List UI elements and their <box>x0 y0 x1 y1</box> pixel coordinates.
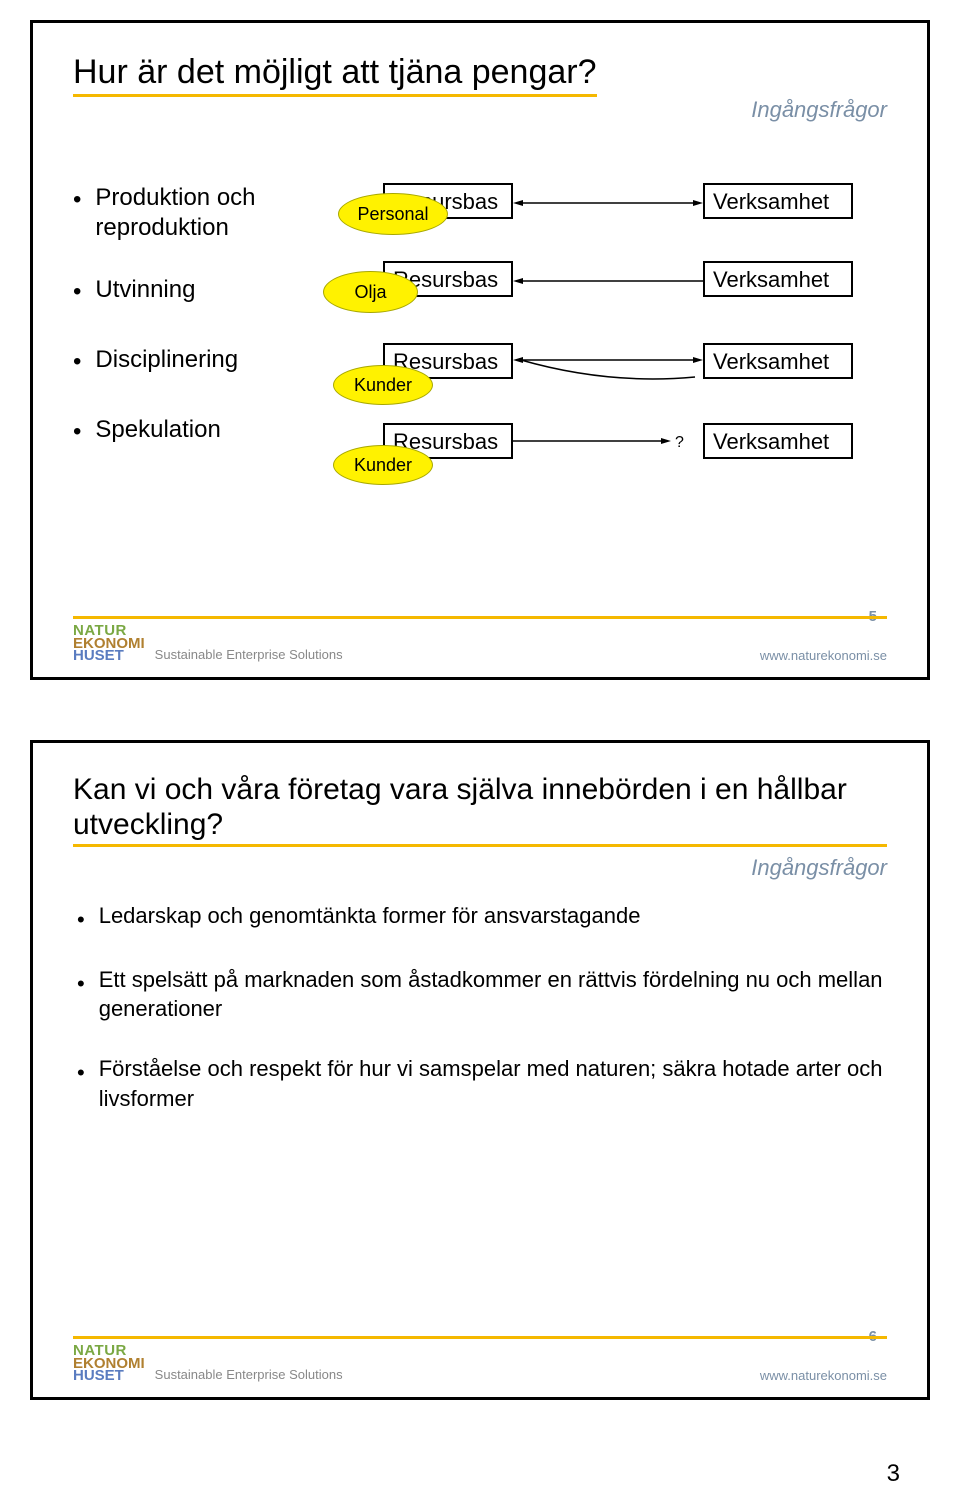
logo-line3: HUSET <box>73 1370 145 1383</box>
ellipse-label: Olja <box>323 271 418 313</box>
verksamhet-box: Verksamhet <box>703 343 853 379</box>
right-arrow-question-icon: ? <box>513 435 713 455</box>
footer-url: www.naturekonomi.se <box>760 1368 887 1383</box>
bullet-dot-icon: • <box>73 417 81 447</box>
bullet-dot-icon: • <box>73 185 81 215</box>
ellipse-label: Personal <box>338 193 448 235</box>
double-arrow-icon <box>513 200 703 206</box>
item-label: Produktion och reproduktion <box>95 183 373 243</box>
slide1-bullet-list: • Produktion och reproduktion • Utvinnin… <box>73 183 373 485</box>
slide-2: Kan vi och våra företag vara själva inne… <box>30 740 930 1400</box>
slide-1: Hur är det möjligt att tjäna pengar? Ing… <box>30 20 930 680</box>
footer-tagline: Sustainable Enterprise Solutions <box>155 1367 343 1382</box>
list-item: • Produktion och reproduktion <box>73 183 373 243</box>
diagram-row: Resursbas ? Verksamhet Kunder <box>353 423 893 483</box>
logo: NATUR EKONOMI HUSET <box>73 1345 145 1383</box>
slide2-title: Kan vi och våra företag vara själva inne… <box>73 773 887 847</box>
ellipse-label: Kunder <box>333 445 433 485</box>
item-label: Spekulation <box>95 415 220 445</box>
slide2-body: • Ledarskap och genomtänkta former för a… <box>73 901 887 1113</box>
slide1-content: • Produktion och reproduktion • Utvinnin… <box>73 143 887 573</box>
slide1-title: Hur är det möjligt att tjäna pengar? <box>73 53 597 97</box>
slide1-diagram: Resursbas Verksamhet Personal Resursbas … <box>353 183 893 563</box>
footer-url: www.naturekonomi.se <box>760 648 887 663</box>
footer-left: NATUR EKONOMI HUSET Sustainable Enterpri… <box>73 625 343 663</box>
slide-footer: NATUR EKONOMI HUSET Sustainable Enterpri… <box>73 1336 887 1383</box>
bullet-dot-icon: • <box>77 969 85 999</box>
bullet-dot-icon: • <box>73 347 81 377</box>
diagram-row: Resursbas Verksamhet Personal <box>353 183 893 243</box>
curved-arrows-icon <box>513 355 703 385</box>
list-item: • Disciplinering <box>73 345 373 377</box>
verksamhet-box: Verksamhet <box>703 423 853 459</box>
logo-line3: HUSET <box>73 650 145 663</box>
footer-left: NATUR EKONOMI HUSET Sustainable Enterpri… <box>73 1345 343 1383</box>
slide2-subtitle: Ingångsfrågor <box>73 855 887 881</box>
diagram-row: Resursbas Verksamhet Kunder <box>353 343 893 403</box>
bullet-text: Ett spelsätt på marknaden som åstadkomme… <box>99 965 887 1024</box>
svg-text:?: ? <box>675 434 684 451</box>
list-item: • Ledarskap och genomtänkta former för a… <box>77 901 887 935</box>
bullet-text: Ledarskap och genomtänkta former för ans… <box>99 901 641 931</box>
slide1-subtitle: Ingångsfrågor <box>73 97 887 123</box>
item-label: Utvinning <box>95 275 195 305</box>
verksamhet-box: Verksamhet <box>703 183 853 219</box>
logo: NATUR EKONOMI HUSET <box>73 625 145 663</box>
bullet-dot-icon: • <box>73 277 81 307</box>
bullet-text: Förståelse och respekt för hur vi samspe… <box>99 1054 887 1113</box>
left-arrow-icon <box>513 278 703 284</box>
ellipse-label: Kunder <box>333 365 433 405</box>
bullet-dot-icon: • <box>77 905 85 935</box>
list-item: • Spekulation <box>73 415 373 447</box>
bullet-dot-icon: • <box>77 1058 85 1088</box>
diagram-row: Resursbas Verksamhet Olja <box>353 261 893 321</box>
footer-tagline: Sustainable Enterprise Solutions <box>155 647 343 662</box>
slide-footer: NATUR EKONOMI HUSET Sustainable Enterpri… <box>73 616 887 663</box>
list-item: • Förståelse och respekt för hur vi sams… <box>77 1054 887 1113</box>
doc-page-number: 3 <box>30 1460 930 1488</box>
item-label: Disciplinering <box>95 345 238 375</box>
verksamhet-box: Verksamhet <box>703 261 853 297</box>
list-item: • Ett spelsätt på marknaden som åstadkom… <box>77 965 887 1024</box>
